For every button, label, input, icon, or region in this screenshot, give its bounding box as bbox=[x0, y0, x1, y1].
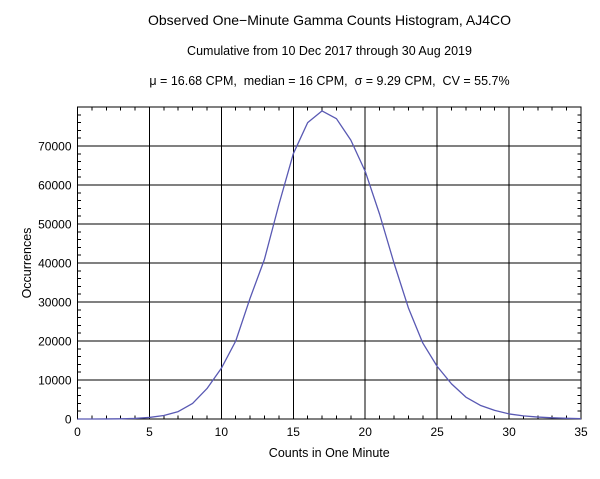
y-tick-label: 50000 bbox=[38, 218, 72, 232]
x-tick-label: 10 bbox=[215, 425, 229, 439]
histogram-curve bbox=[77, 110, 582, 420]
x-tick-label: 0 bbox=[74, 425, 81, 439]
x-tick-label: 15 bbox=[287, 425, 301, 439]
y-tick-label: 10000 bbox=[38, 374, 72, 388]
x-tick-label: 20 bbox=[359, 425, 373, 439]
y-axis-label: Occurrences bbox=[20, 228, 34, 299]
x-axis-label: Counts in One Minute bbox=[269, 446, 390, 460]
x-tick-label: 25 bbox=[430, 425, 444, 439]
chart-title: Observed One−Minute Gamma Counts Histogr… bbox=[148, 12, 511, 28]
y-tick-label: 60000 bbox=[38, 179, 72, 193]
x-tick-label: 5 bbox=[146, 425, 153, 439]
chart-stats-line: μ = 16.68 CPM, median = 16 CPM, σ = 9.29… bbox=[149, 74, 510, 88]
chart-subtitle: Cumulative from 10 Dec 2017 through 30 A… bbox=[187, 44, 472, 58]
x-tick-label: 30 bbox=[502, 425, 516, 439]
chart-header: Observed One−Minute Gamma Counts Histogr… bbox=[78, 0, 581, 100]
y-tick-label: 40000 bbox=[38, 257, 72, 271]
y-tick-label: 70000 bbox=[38, 140, 72, 154]
x-tick-label: 35 bbox=[574, 425, 588, 439]
y-tick-label: 0 bbox=[65, 413, 72, 427]
y-tick-label: 30000 bbox=[38, 296, 72, 310]
y-tick-label: 20000 bbox=[38, 335, 72, 349]
